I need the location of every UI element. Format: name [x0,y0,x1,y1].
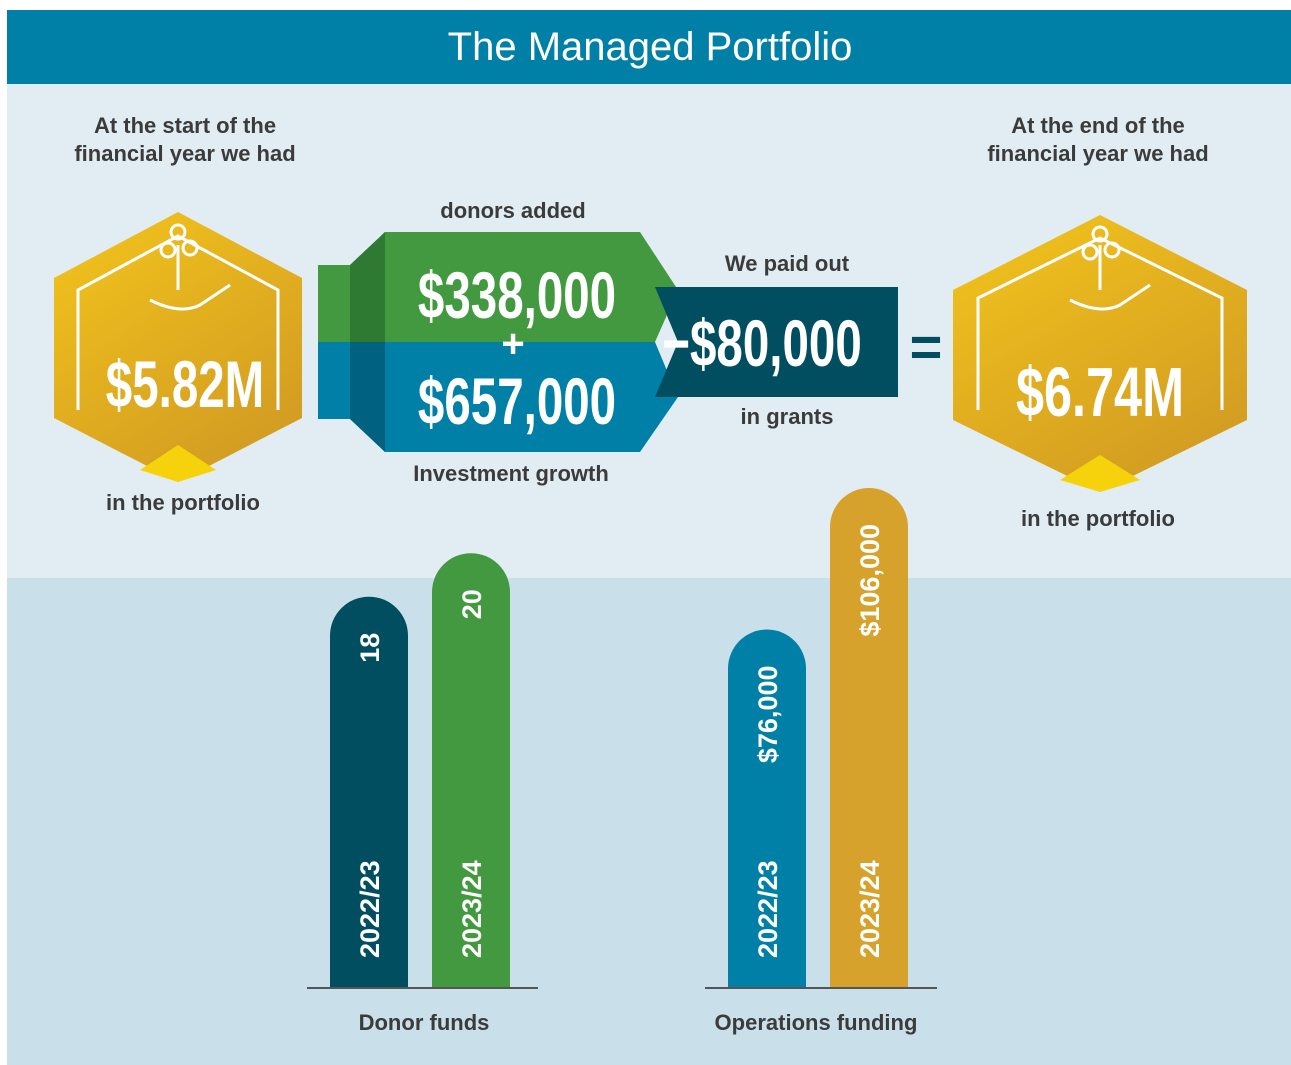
footer: in the portfolio [1021,506,1175,531]
value-label: $76,000 [753,666,783,764]
title: The Managed Portfolio [448,25,853,69]
caption: financial year we had [987,141,1208,166]
donors-amount: $338,000 [418,259,616,332]
value-label: 20 [457,589,487,619]
chart-title: Operations funding [715,1010,918,1035]
category-label: 2023/24 [457,860,487,958]
bar [330,596,408,988]
growth-block-side [350,342,385,452]
chart-title: Donor funds [359,1010,490,1035]
connector [318,265,352,342]
value-label: 18 [355,633,385,663]
category-label: 2023/24 [855,860,885,958]
category-label: 2022/23 [753,860,783,958]
bar [432,553,510,988]
category-label: 2022/23 [355,860,385,958]
caption: At the end of the [1011,113,1185,138]
end-amount: $6.74M [1016,353,1184,431]
header-bar [7,10,1291,84]
start-hexagon [54,212,302,482]
start-amount: $5.82M [106,348,264,421]
growth-amount: $657,000 [418,365,616,438]
lower-panel [7,578,1291,1065]
footer: in the portfolio [106,490,260,515]
caption: At the start of the [94,113,276,138]
connector [318,342,352,419]
bar [728,629,806,988]
caption: financial year we had [74,141,295,166]
label: We paid out [725,251,850,276]
label: Investment growth [413,461,609,486]
footer: in grants [741,404,834,429]
donors-block [350,232,678,342]
paid-amount: −$80,000 [662,307,862,380]
growth-block [350,342,678,452]
plus: + [501,322,524,366]
paid-block [655,287,898,397]
equals: = [910,315,943,378]
donors-block-side [350,232,385,342]
bar [830,488,908,988]
end-hexagon [953,215,1247,492]
label: donors added [440,198,585,223]
value-label: $106,000 [855,524,885,637]
